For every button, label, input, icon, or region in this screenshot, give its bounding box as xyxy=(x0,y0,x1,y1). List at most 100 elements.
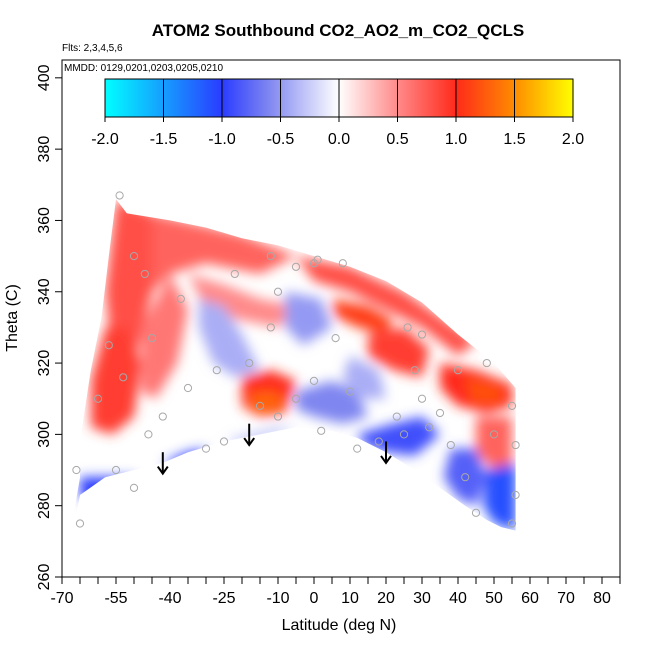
field-region xyxy=(342,355,386,399)
observation-point xyxy=(115,191,124,200)
x-tick-label: -70 xyxy=(50,590,73,607)
y-axis-label: Theta (C) xyxy=(4,284,21,352)
x-tick-label: 0 xyxy=(310,590,319,607)
observation-point xyxy=(93,394,103,403)
observation-point xyxy=(72,465,81,475)
observation-point xyxy=(461,473,470,482)
observation-point xyxy=(309,376,319,385)
y-tick-label: 320 xyxy=(36,350,53,377)
observation-point xyxy=(273,412,283,421)
plot-frame xyxy=(61,59,621,578)
observation-point xyxy=(507,519,517,528)
x-tick-label: 50 xyxy=(485,590,503,607)
field-regions xyxy=(80,199,516,531)
colorbar-tick-label: 0.5 xyxy=(386,131,408,148)
field-region xyxy=(465,377,502,403)
x-tick-label: -10 xyxy=(266,590,289,607)
observation-point xyxy=(291,394,301,403)
observation-point xyxy=(183,383,193,393)
observation-point xyxy=(219,437,229,446)
field-region xyxy=(90,327,142,435)
observation-point xyxy=(399,430,409,439)
observation-point xyxy=(144,430,153,439)
observation-point xyxy=(392,412,401,421)
colorbar-tick-label: 2.0 xyxy=(562,131,584,148)
observation-point xyxy=(129,252,139,261)
field-clipped xyxy=(72,199,516,531)
observation-point xyxy=(201,444,211,453)
observation-point xyxy=(111,465,121,475)
observation-point xyxy=(410,366,419,375)
x-tick-label: 80 xyxy=(593,590,611,607)
colorbar: -2.0 -1.5 -1.0 -0.5 0.0 0.5 1.0 1.5 2.0 xyxy=(91,78,584,148)
observation-point xyxy=(446,440,455,450)
observation-points xyxy=(72,191,520,528)
observation-point xyxy=(313,255,322,264)
y-tick-label: 280 xyxy=(36,492,53,519)
y-tick-label: 380 xyxy=(36,136,53,163)
observation-point xyxy=(230,269,239,279)
observation-point xyxy=(147,334,157,343)
colorbar-tick-label: 1.5 xyxy=(503,131,525,148)
observation-point xyxy=(255,401,265,410)
observation-point xyxy=(435,408,445,418)
field-region xyxy=(296,380,368,424)
observation-point xyxy=(331,334,340,343)
observation-point xyxy=(511,490,520,500)
observation-point xyxy=(482,358,491,368)
field-region xyxy=(285,291,332,346)
observation-point xyxy=(158,412,167,421)
observation-point xyxy=(212,366,221,375)
observation-point xyxy=(273,287,283,296)
y-axis: 260 280 300 320 340 360 380 400 xyxy=(36,64,62,590)
x-axis-label: Latitude (deg N) xyxy=(282,617,397,634)
field-region xyxy=(249,391,286,413)
y-tick-label: 400 xyxy=(36,64,53,91)
colorbar-tick-label: -0.5 xyxy=(267,131,295,148)
field-region xyxy=(332,298,394,335)
x-tick-label: 10 xyxy=(341,590,359,607)
field-region xyxy=(368,327,430,378)
observation-point xyxy=(140,269,149,279)
field-region xyxy=(198,298,260,378)
colorbar-tick-label: -2.0 xyxy=(91,131,119,148)
observation-point xyxy=(353,444,362,453)
x-tick-label: 60 xyxy=(521,590,539,607)
observation-point xyxy=(345,387,355,396)
observation-point xyxy=(417,330,427,339)
down-arrow xyxy=(380,441,392,465)
observation-point xyxy=(129,483,139,492)
field-region xyxy=(483,462,516,531)
field-region xyxy=(296,256,476,356)
observation-point xyxy=(119,373,128,382)
field-region xyxy=(476,416,512,470)
observation-point xyxy=(417,394,427,403)
flights-label: Flts: 2,3,4,5,6 xyxy=(62,43,123,54)
y-tick-label: 260 xyxy=(36,564,53,591)
observation-point xyxy=(266,323,275,332)
x-tick-label: -40 xyxy=(158,590,181,607)
colorbar-tick-label: 1.0 xyxy=(445,131,467,148)
observation-point xyxy=(317,426,326,435)
x-axis: -70 -55 -40 -25 -10 0 10 20 30 40 50 60 70 80 xyxy=(50,577,621,607)
field-region xyxy=(141,273,188,399)
observation-point xyxy=(176,294,185,303)
field-region xyxy=(152,213,296,292)
colorbar-ticks: -2.0 -1.5 -1.0 -0.5 0.0 0.5 1.0 1.5 2.0 xyxy=(91,79,584,148)
observation-point xyxy=(425,423,434,432)
field-region xyxy=(188,273,296,328)
observation-point xyxy=(338,259,347,268)
colorbar-tick-label: -1.0 xyxy=(208,131,236,148)
observation-point xyxy=(471,508,481,517)
observation-point xyxy=(245,358,254,368)
y-tick-label: 300 xyxy=(36,421,53,448)
down-arrow xyxy=(156,452,169,476)
observation-point xyxy=(403,323,412,332)
observation-point xyxy=(291,262,301,271)
observation-point xyxy=(511,440,520,450)
field-region xyxy=(443,448,487,506)
x-tick-label: -55 xyxy=(104,590,127,607)
x-tick-label: 20 xyxy=(377,590,395,607)
y-tick-label: 340 xyxy=(36,278,53,305)
observation-point xyxy=(507,401,517,410)
